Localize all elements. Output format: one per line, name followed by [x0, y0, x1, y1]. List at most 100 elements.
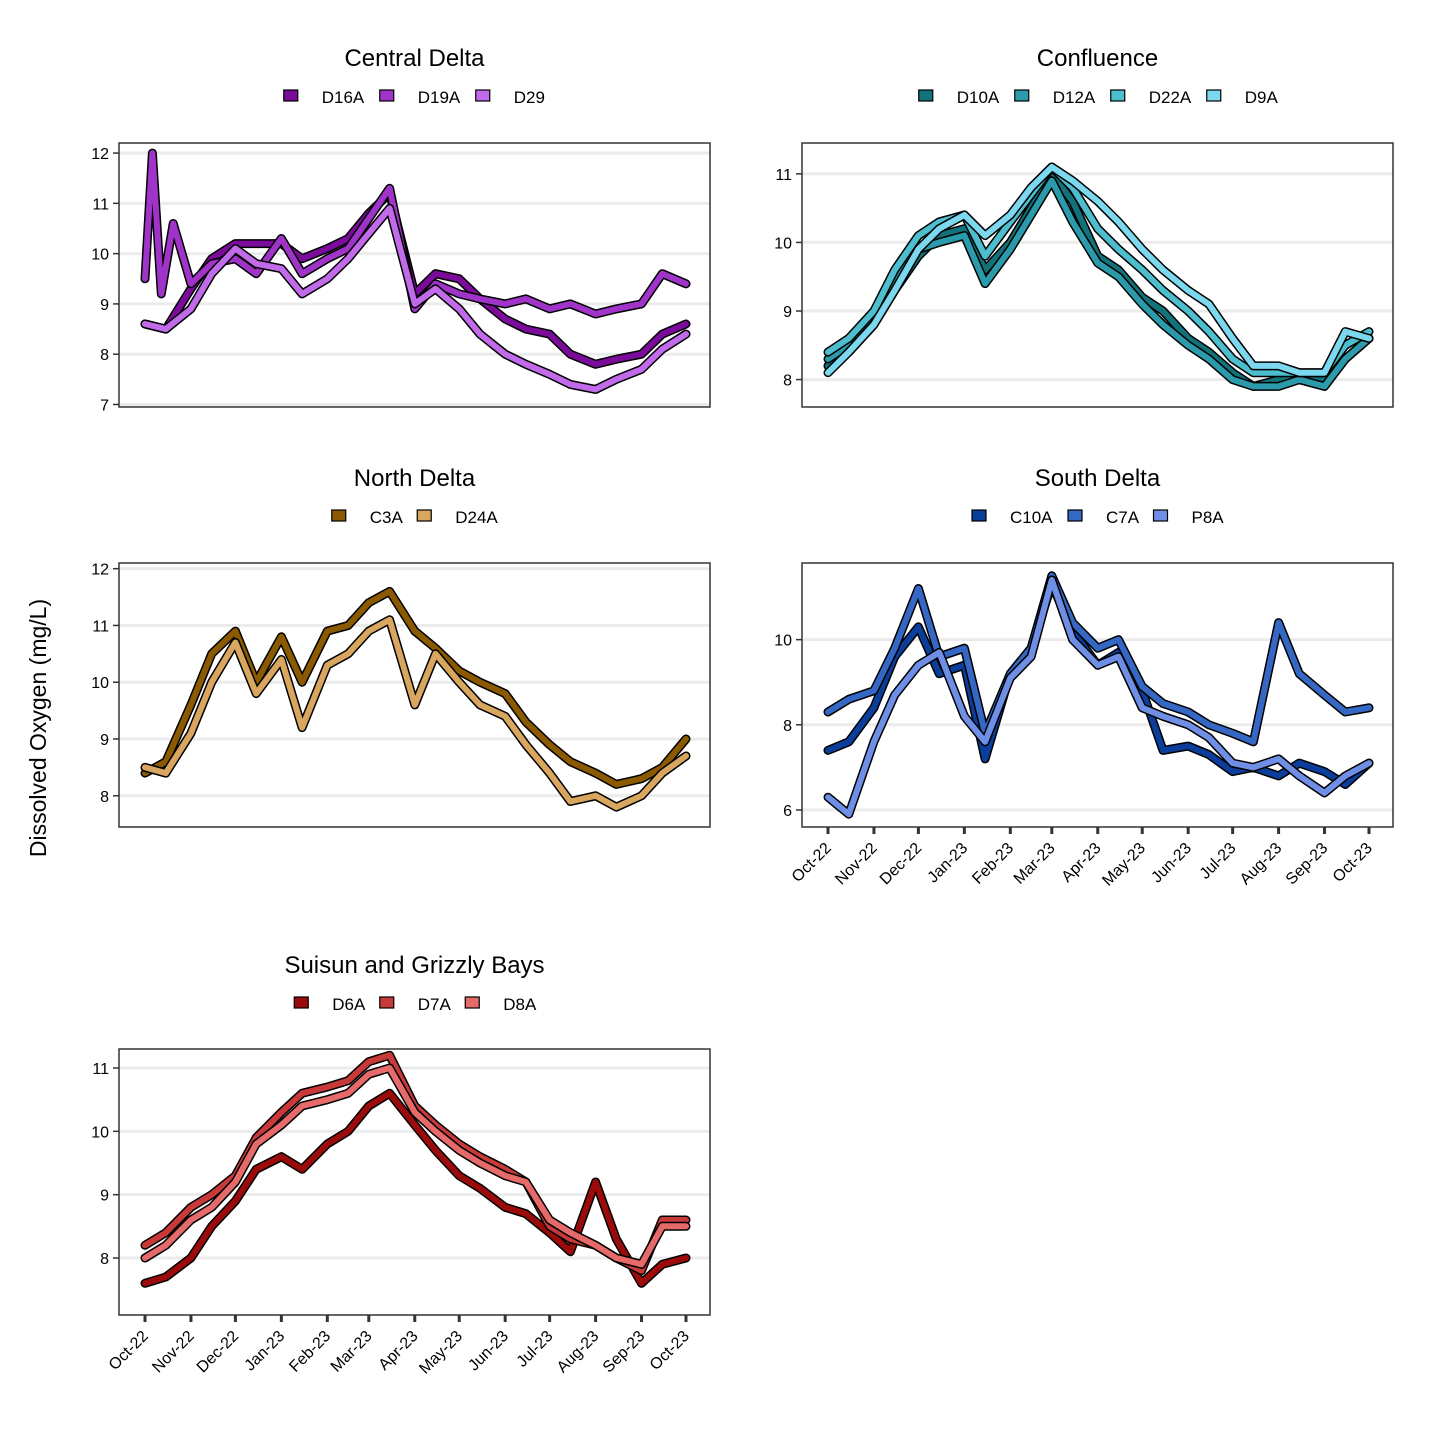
y-tick-label: 10	[91, 1124, 109, 1141]
panel-4: South Delta C10A C7A P8A 6 8 10 Oct-22Nov-22Dec…	[774, 465, 1394, 890]
series-line-C7A	[825, 572, 1372, 745]
x-tick-label: Apr-23	[1059, 840, 1105, 886]
panel-2: Confluence D10A D12A D22A D9A 8 9 10 11	[774, 45, 1394, 408]
legend-label: D19A	[418, 88, 461, 107]
x-tick-label: Jan-23	[242, 1328, 289, 1375]
series-line-D29	[142, 205, 689, 393]
legend-key	[379, 996, 395, 1009]
x-tick-label: Sep-23	[1283, 840, 1332, 889]
x-tick-label: Mar-23	[328, 1328, 376, 1376]
x-tick-label: Sep-23	[600, 1328, 649, 1377]
legend-label: C7A	[1106, 508, 1140, 527]
x-tick-label: Jul-23	[1197, 840, 1240, 883]
legend-label: D12A	[1053, 88, 1096, 107]
legend-key	[464, 996, 480, 1009]
x-tick-label: Nov-22	[832, 840, 881, 889]
y-tick-label: 12	[91, 146, 109, 163]
x-tick-label: May-23	[416, 1328, 466, 1378]
y-axis-label: Dissolved Oxygen (mg/L)	[25, 599, 51, 857]
x-tick-label: Jun-23	[465, 1328, 512, 1375]
series-line-D22A	[825, 164, 1372, 376]
x-tick-label: Nov-22	[149, 1328, 198, 1377]
x-tick-label: Feb-23	[969, 840, 1017, 888]
series-lines	[140, 1050, 691, 1288]
legend-label: D10A	[957, 88, 1000, 107]
legend-key	[283, 89, 299, 102]
y-tick-label: 9	[783, 304, 792, 321]
panel-3: North Delta C3A D24A 8 9 10 11 12	[91, 465, 711, 828]
x-tick-label: Mar-23	[1011, 840, 1059, 888]
legend-key	[475, 89, 491, 102]
x-tick-label: Dec-22	[194, 1328, 243, 1377]
y-tick-label: 9	[100, 732, 109, 749]
x-tick-label: Aug-23	[1237, 840, 1286, 889]
y-tick-label: 8	[783, 373, 792, 390]
legend-label: P8A	[1192, 508, 1225, 527]
series-outline-D7A	[140, 1050, 691, 1276]
x-tick-label: Feb-23	[286, 1328, 334, 1376]
x-tick-label: May-23	[1099, 840, 1149, 890]
series-line-D19A	[142, 150, 689, 317]
y-tick-label: 11	[92, 196, 109, 213]
y-tick-label: 10	[774, 633, 792, 650]
legend-label: C10A	[1010, 508, 1053, 527]
panel-border	[801, 142, 1394, 408]
series-line-D8A	[142, 1065, 689, 1268]
series-line-P8A	[825, 577, 1372, 818]
x-tick-label: Jan-23	[925, 840, 972, 887]
legend-key	[416, 509, 432, 522]
legend-label: D9A	[1245, 88, 1279, 107]
y-tick-label: 10	[91, 247, 109, 264]
x-tick-label: Jun-23	[1148, 840, 1195, 887]
panel-5: Suisun and Grizzly Bays D6A D7A D8A 8 9 10 11 Oc…	[91, 952, 711, 1378]
x-tick-label: Oct-22	[106, 1328, 152, 1374]
y-tick-label: 8	[100, 1251, 109, 1268]
y-tick-label: 8	[783, 718, 792, 735]
x-tick-label: Apr-23	[376, 1328, 422, 1374]
legend-key	[1110, 89, 1126, 102]
series-line-C3A	[142, 588, 689, 788]
series-lines	[823, 162, 1374, 391]
legend-label: D8A	[503, 995, 537, 1014]
legend-key	[1206, 89, 1222, 102]
x-tick-label: Aug-23	[554, 1328, 603, 1377]
legend-label: D6A	[332, 995, 366, 1014]
y-tick-label: 10	[774, 235, 792, 252]
y-tick-label: 7	[100, 397, 109, 414]
legend-key	[971, 509, 987, 522]
legend-key	[1014, 89, 1030, 102]
legend-key	[1152, 509, 1169, 522]
panel-border	[118, 142, 711, 408]
x-tick-label: Oct-23	[1330, 840, 1376, 886]
legend-label: D29	[514, 88, 545, 107]
panel-title: South Delta	[1035, 465, 1161, 492]
y-tick-label: 10	[91, 675, 109, 692]
series-outline-D12A	[823, 176, 1374, 391]
legend-key	[379, 89, 395, 102]
series-lines	[140, 586, 691, 812]
series-line-D7A	[142, 1052, 689, 1274]
y-tick-label: 6	[783, 803, 792, 820]
series-lines	[140, 148, 691, 394]
legend-key	[331, 509, 347, 522]
y-tick-label: 9	[100, 297, 109, 314]
panel-title: Confluence	[1037, 45, 1158, 72]
y-tick-label: 11	[775, 167, 792, 184]
panel-title: North Delta	[354, 465, 476, 492]
x-tick-label: Jul-23	[514, 1328, 557, 1371]
x-tick-label: Dec-22	[877, 840, 926, 889]
y-tick-label: 11	[92, 1061, 109, 1078]
series-line-D9A	[825, 164, 1372, 376]
legend-key	[1067, 509, 1083, 522]
legend-label: D24A	[455, 508, 498, 527]
panel-1: Central Delta D16A D19A D29 7 8 9 10 11 12	[91, 45, 711, 414]
legend-label: D7A	[418, 995, 452, 1014]
series-outline-D16A	[140, 188, 691, 369]
x-tick-label: Oct-22	[789, 840, 835, 886]
series-outline-C3A	[140, 586, 691, 789]
y-tick-label: 9	[100, 1188, 109, 1205]
series-line-D24A	[142, 616, 689, 811]
legend-label: D22A	[1149, 88, 1192, 107]
